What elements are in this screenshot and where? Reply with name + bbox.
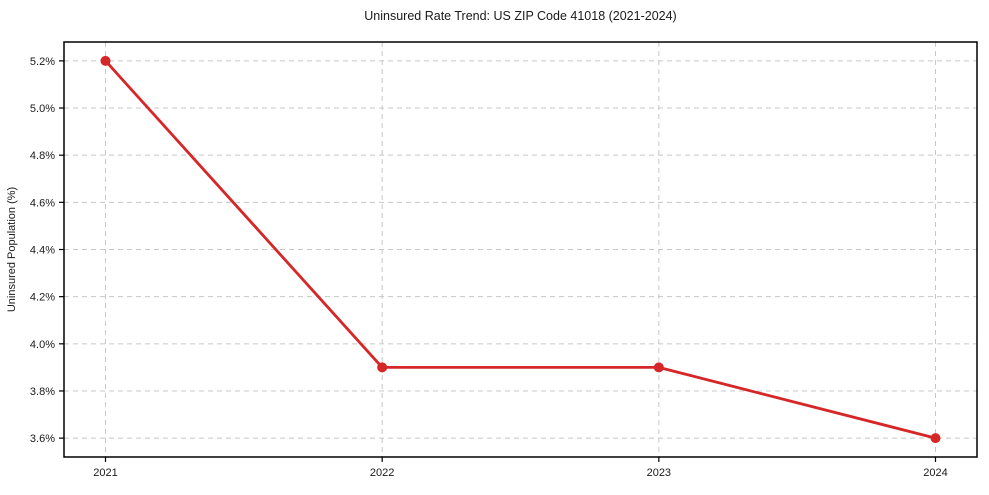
y-axis-label: Uninsured Population (%) (6, 187, 18, 312)
x-tick-label: 2022 (370, 467, 394, 479)
gridlines (64, 42, 977, 457)
y-tick-label: 4.2% (30, 292, 55, 304)
trend-line (104, 59, 937, 440)
chart-title: Uninsured Rate Trend: US ZIP Code 41018 … (364, 9, 676, 23)
x-tick-label: 2023 (647, 467, 671, 479)
data-point-marker (930, 433, 941, 444)
y-tick-label: 3.6% (30, 433, 55, 445)
data-point-marker (377, 362, 388, 373)
data-point-marker (653, 362, 664, 373)
data-point-marker (100, 55, 111, 66)
y-tick-label: 4.0% (30, 339, 55, 351)
y-tick-label: 4.6% (30, 197, 55, 209)
y-tick-label: 5.2% (30, 56, 55, 68)
y-tick-label: 3.8% (30, 386, 55, 398)
y-tick-label: 5.0% (30, 103, 55, 115)
data-series (100, 55, 941, 444)
y-tick-label: 4.4% (30, 245, 55, 257)
x-tick-label: 2024 (923, 467, 947, 479)
plot-border (63, 41, 978, 458)
y-tick-label: 4.8% (30, 150, 55, 162)
x-tick-label: 2021 (93, 467, 117, 479)
axis-ticks (59, 60, 937, 462)
tick-labels: 3.6% 3.8% 4.0% 4.2% 4.4% 4.6% 4.8% 5.0% 5.2% 2021… (30, 56, 948, 479)
